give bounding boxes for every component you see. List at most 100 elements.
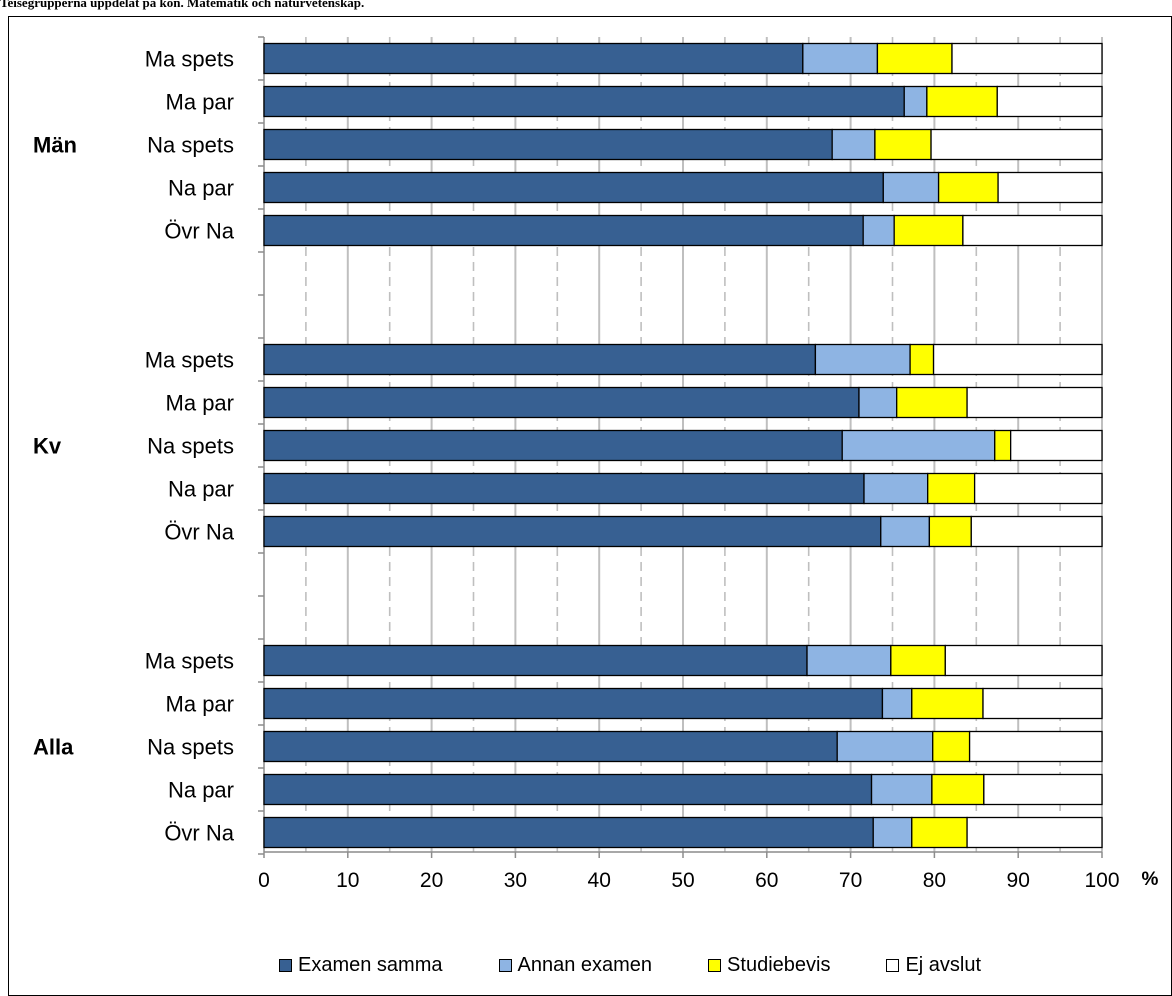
figure-caption: Teisegrupperna uppdelat på kön. Matemati… [0,0,365,10]
bar-segment [263,773,873,806]
bar-segment [802,42,879,75]
x-tick-label: 70 [839,869,862,892]
legend-label: Ej avslut [905,953,982,976]
bar-segment [932,343,1103,376]
category-label: Ma spets [145,348,234,373]
x-tick-label: 90 [1007,869,1030,892]
legend-swatch [708,958,722,972]
x-tick-label: 50 [671,869,694,892]
bar-segment [890,644,946,677]
bar-segment [911,816,968,849]
x-tick-label: 40 [588,869,611,892]
bar-segment [973,472,1103,505]
legend-swatch [279,958,292,972]
bar-segment [966,386,1103,419]
bar-segment [858,386,898,419]
bar-segment [814,343,911,376]
bar-segment [870,773,933,806]
bar-segment [928,515,972,548]
legend-item: Studiebevis [708,954,830,977]
x-tick-label: 80 [923,869,946,892]
stacked-bar-chart: 0 10 20 30 40 50 60 70 80 90 100 % Ma spets Ma par Na … [33,36,1159,892]
bar-segment [874,128,932,161]
bar-segment [966,816,1103,849]
category-label: Övr Na [164,520,234,545]
bar-segment [996,85,1103,118]
bar-segment [994,429,1012,462]
bar-segment [1010,429,1103,462]
bar-segment [962,214,1103,247]
category-label: Na par [168,477,234,502]
chart-frame: 0 10 20 30 40 50 60 70 80 90 100% Ma spets Ma par Na … [8,16,1172,996]
category-label: Övr Na [164,821,234,846]
bar-segment [263,515,882,548]
group-label: Män [33,133,77,158]
legend-item: Annan examen [498,953,653,977]
bar-segment [831,128,876,161]
bar-segment [263,214,864,247]
bar-segment [841,429,996,462]
bar-segment [263,730,838,763]
bar-segment [926,85,998,118]
category-label: Na par [168,778,234,803]
bar-segment [896,386,968,419]
bar-segment [263,85,905,118]
bar-segment [806,644,892,677]
legend-item: Ej avslut [886,954,981,977]
category-label: Ma spets [145,47,234,72]
bar-segment [930,128,1103,161]
category-label: Ma par [166,90,234,115]
legend-label: Studiebevis [727,953,831,976]
bar-segment [982,687,1103,720]
bar-segment [880,515,931,548]
category-label: Ma par [166,391,234,416]
category-label: Na spets [147,735,234,760]
bar-segment [263,343,817,376]
bar-segment [903,85,928,118]
bar-segment [983,773,1103,806]
category-label: Ma par [166,692,234,717]
bar-segment [263,472,865,505]
bar-segment [911,687,984,720]
category-label: Na spets [147,133,234,158]
bar-segment [836,730,934,763]
legend-label: Annan examen [517,953,653,976]
group-label: Kv [33,434,62,459]
bar-segment [931,773,985,806]
bar-segment [927,472,976,505]
bar-segment [872,816,913,849]
bar-segment [968,730,1103,763]
bar-segment [263,816,874,849]
bar-segment [876,42,953,75]
bar-segment [882,171,940,204]
category-label: Övr Na [164,219,234,244]
category-label: Na par [168,176,234,201]
bar-segment [862,214,895,247]
bar-segment [944,644,1103,677]
bar-segment [909,343,935,376]
bar-segment [932,730,971,763]
chart-legend: Examen samma Annan examen Studiebevis Ej av… [279,952,1037,978]
bar-segment [263,42,804,75]
group-label: Alla [33,735,74,760]
x-tick-label: 60 [755,869,778,892]
bar-segment [263,171,884,204]
legend-swatch [886,958,900,972]
x-tick-label: 0 [258,869,270,892]
legend-item: Examen samma [279,954,443,977]
bar-segment [863,472,929,505]
bar-segment [263,644,808,677]
bar-segment [263,687,884,720]
bar-segment [997,171,1103,204]
category-label: Ma spets [145,649,234,674]
bar-segment [263,128,833,161]
legend-label: Examen samma [298,953,443,976]
bar-segment [951,42,1103,75]
bar-segment [937,171,999,204]
bar-segment [263,429,843,462]
x-axis-unit: % [1142,869,1159,890]
bar-segment [970,515,1103,548]
bar-segment [263,386,860,419]
category-label: Na spets [147,434,234,459]
x-tick-label: 10 [336,869,359,892]
